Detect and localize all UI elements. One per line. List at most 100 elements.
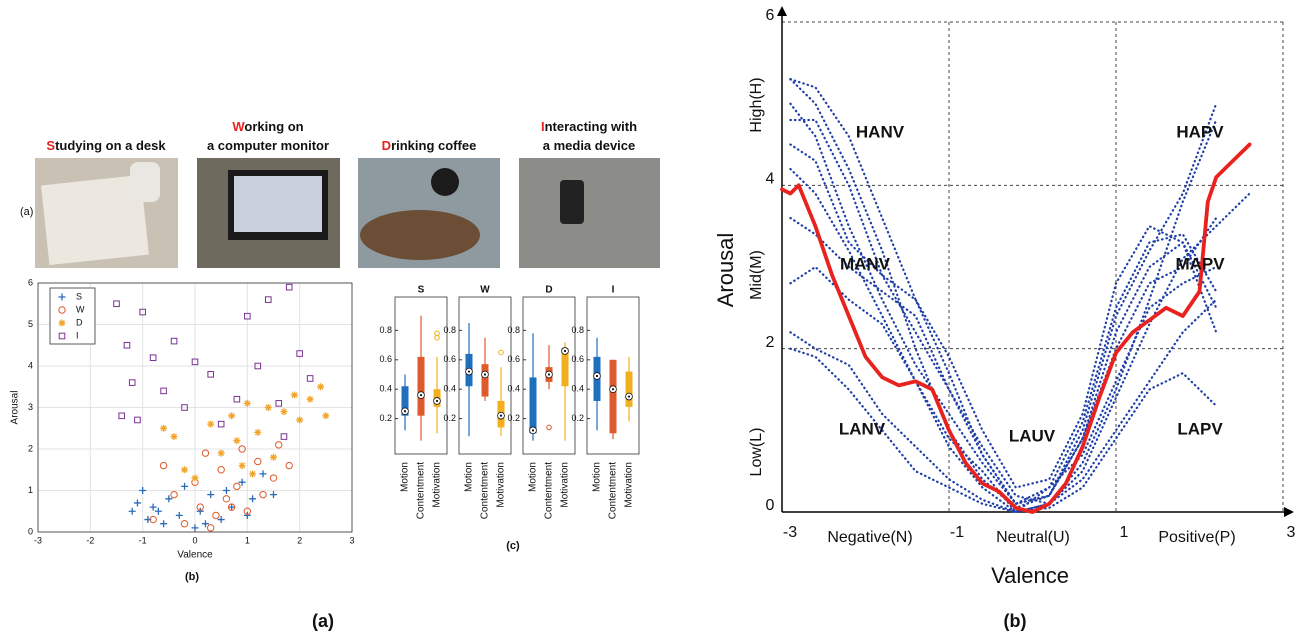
category-label: Contentment xyxy=(608,462,619,519)
caption-text: a media device xyxy=(543,138,636,153)
scatter-point xyxy=(181,482,189,490)
region-label: LAUV xyxy=(1009,426,1056,445)
y-tick-label: 0.4 xyxy=(443,384,456,394)
scatter-point xyxy=(134,416,141,424)
subfigure-label: (c) xyxy=(506,540,520,552)
box-median-dot xyxy=(627,395,631,398)
scatter-point xyxy=(233,395,241,403)
region-label: LANV xyxy=(839,419,886,438)
dotted-line xyxy=(789,331,1218,514)
category-label: Contentment xyxy=(416,462,427,519)
scatter-point xyxy=(280,433,288,440)
x-tick-label: 1 xyxy=(1120,524,1129,541)
caption-text: tudying on a desk xyxy=(55,138,166,153)
scatter-point xyxy=(160,424,168,432)
dotted-line xyxy=(789,78,1218,509)
scatter-point xyxy=(217,449,225,457)
y-tick-label: 0.8 xyxy=(507,325,520,335)
scatter-point xyxy=(243,507,252,515)
y-tick-label: 4 xyxy=(28,360,33,370)
scatter-point xyxy=(201,520,209,528)
scatter-point xyxy=(217,466,225,474)
scatter-point xyxy=(296,416,304,424)
y-tick-label: 0.2 xyxy=(379,413,392,423)
x-axis-label: Valence xyxy=(177,550,213,561)
caption-initial: W xyxy=(232,119,245,134)
scatter-point xyxy=(222,495,231,503)
y-tick-label: 0 xyxy=(28,526,33,536)
photo-table xyxy=(360,210,480,260)
category-label: Contentment xyxy=(480,462,491,519)
scatter-point xyxy=(217,420,225,428)
scatter-point xyxy=(201,449,210,457)
photos xyxy=(35,158,660,268)
y-tick-label: 2 xyxy=(766,334,775,351)
scatter-point xyxy=(264,296,272,303)
subfigure-label: (b) xyxy=(185,571,199,583)
region-label: MANV xyxy=(840,254,891,273)
y-tick-label: 1 xyxy=(28,485,33,495)
dotted-line xyxy=(789,118,1218,505)
box-body xyxy=(609,359,617,434)
dotted-line xyxy=(789,298,1218,514)
x-tick-label: 2 xyxy=(297,535,302,545)
legend-marker xyxy=(58,293,66,301)
photo-caption: Drinking coffee xyxy=(382,138,477,153)
scatter-point xyxy=(238,462,246,470)
scatter-point xyxy=(181,466,189,474)
x-tick-label: 0 xyxy=(192,535,197,545)
scatter-point xyxy=(207,491,215,499)
scatter-point xyxy=(228,503,236,511)
caption-text: a computer monitor xyxy=(207,138,329,153)
scatter-point xyxy=(181,404,188,411)
scatter-point xyxy=(196,507,204,515)
caption-initial: I xyxy=(541,119,545,134)
scatter-point xyxy=(191,524,199,532)
y-tick-label: 0.8 xyxy=(379,325,392,335)
scatter-point xyxy=(259,470,267,478)
x-tick-label: 3 xyxy=(1287,524,1296,541)
photo-phone xyxy=(560,180,584,224)
plot-frame xyxy=(37,282,353,533)
scatter-point xyxy=(207,420,215,428)
scatter-point xyxy=(243,511,251,519)
scatter-point xyxy=(180,520,189,528)
box-body xyxy=(561,348,569,387)
box-median-dot xyxy=(611,388,615,391)
scatter-point xyxy=(113,300,120,308)
category-label: Motivation xyxy=(432,462,443,508)
scatter-point xyxy=(139,308,146,316)
legend-marker xyxy=(58,306,66,314)
caption-initial: D xyxy=(382,138,391,153)
y-tick-label: 0.6 xyxy=(379,354,392,364)
region-label: HANV xyxy=(856,122,905,141)
x-tick-label: -3 xyxy=(783,524,797,541)
photo-person xyxy=(431,168,459,196)
figure-label: (b) xyxy=(1004,611,1027,631)
y-tick-label: 0.8 xyxy=(443,325,456,335)
main-line xyxy=(780,142,1252,514)
scatter-point xyxy=(123,341,131,349)
scatter-point xyxy=(149,515,157,524)
scatter-point xyxy=(212,511,220,520)
scatter-point xyxy=(306,395,314,403)
x-tick-label: -3 xyxy=(34,535,42,545)
y-tick-label: 5 xyxy=(28,319,33,329)
x-tick-label: 1 xyxy=(245,535,250,545)
scatter-point xyxy=(154,507,162,515)
y-tick-label: 0.6 xyxy=(443,354,456,364)
scatter-point xyxy=(254,428,262,436)
box-body xyxy=(417,356,425,416)
scatter-point xyxy=(170,337,178,345)
scatter-point xyxy=(165,495,173,503)
region-label: HAPV xyxy=(1176,122,1224,141)
box-median-dot xyxy=(435,399,439,403)
y-axis-label: Arousal xyxy=(10,391,21,425)
scatter-point xyxy=(149,354,157,361)
scatter-point xyxy=(191,358,199,366)
caption-text: nteracting with xyxy=(545,119,638,134)
scatter-point xyxy=(254,362,262,370)
legend-label: W xyxy=(76,304,85,314)
scatter-point xyxy=(322,412,330,420)
scatter-point xyxy=(233,482,241,491)
